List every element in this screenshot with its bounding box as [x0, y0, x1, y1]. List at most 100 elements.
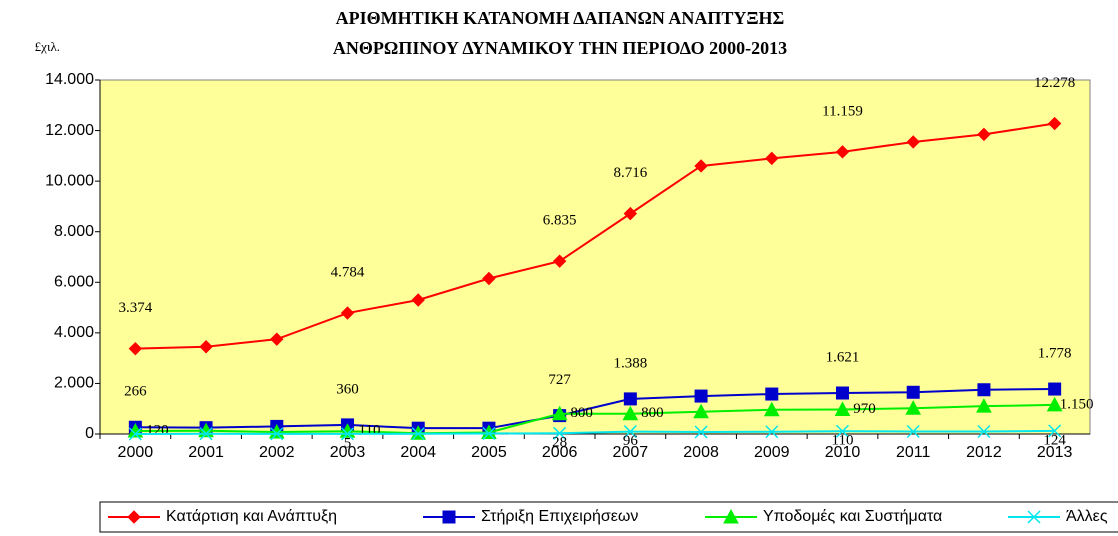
- marker: [1047, 116, 1062, 131]
- x-tick-label: 2002: [259, 444, 295, 461]
- data-label: 727: [548, 372, 571, 388]
- marker: [906, 385, 920, 399]
- data-label: 28: [552, 435, 567, 451]
- marker: [763, 401, 780, 417]
- marker: [623, 392, 637, 406]
- x-tick-label: 2008: [683, 444, 719, 461]
- y-tick-label: 12.000: [45, 122, 94, 139]
- marker: [442, 510, 456, 524]
- y-tick-label: 10.000: [45, 172, 94, 189]
- marker: [834, 401, 851, 416]
- marker: [481, 424, 497, 439]
- marker: [622, 405, 639, 421]
- y-axis-label: £χιλ.: [35, 39, 60, 54]
- y-tick-label: 0: [85, 425, 94, 442]
- legend-label: Κατάρτιση και Ανάπτυξη: [166, 508, 337, 525]
- marker: [693, 403, 709, 419]
- marker: [270, 427, 284, 441]
- data-label: 970: [853, 401, 876, 417]
- legend-label: Άλλες: [1066, 508, 1108, 525]
- marker: [623, 425, 637, 439]
- data-label: 800: [641, 405, 664, 421]
- data-label: 266: [124, 384, 147, 400]
- chart-subtitle: ΑΝΘΡΩΠΙΝΟΥ ΔΥΝΑΜΙΚΟΥ ΤΗΝ ΠΕΡΙΟΔΟ 2000-20…: [333, 38, 787, 58]
- data-label: 1.621: [826, 349, 860, 365]
- marker: [553, 426, 567, 440]
- x-tick-label: 2006: [542, 444, 578, 461]
- x-tick-label: 2003: [330, 444, 366, 461]
- series-line: [135, 388, 1055, 430]
- data-label: 11.159: [822, 103, 863, 119]
- marker: [623, 206, 638, 221]
- marker: [552, 254, 567, 268]
- x-tick-label: 2011: [896, 444, 931, 461]
- marker: [835, 145, 850, 159]
- data-label: 3.374: [118, 300, 152, 316]
- data-label: 124: [1043, 432, 1066, 448]
- y-tick-label: 8.000: [54, 223, 94, 240]
- marker: [411, 427, 425, 441]
- marker: [905, 400, 922, 415]
- marker: [906, 424, 920, 439]
- data-label: 96: [623, 433, 639, 449]
- y-tick-label: 2.000: [54, 375, 94, 392]
- x-tick-label: 2007: [613, 444, 649, 461]
- marker: [340, 306, 355, 320]
- marker: [977, 424, 991, 439]
- marker: [1048, 382, 1062, 396]
- x-tick-label: 2005: [471, 444, 507, 461]
- marker: [199, 427, 213, 441]
- series-line: [135, 403, 1055, 435]
- marker: [977, 383, 991, 397]
- plot-area: [99, 79, 1091, 435]
- marker: [199, 340, 213, 354]
- x-tick-label: 2009: [754, 444, 790, 461]
- marker: [411, 293, 425, 307]
- data-label: 1.388: [613, 355, 647, 371]
- marker: [128, 341, 143, 356]
- y-tick-label: 6.000: [54, 274, 94, 291]
- marker: [906, 135, 920, 149]
- y-tick-label: 4.000: [54, 324, 94, 341]
- legend-label: Υποδομές και Συστήματα: [763, 508, 942, 525]
- marker: [723, 508, 739, 524]
- data-label: 4.784: [331, 264, 365, 280]
- legend-label: Στήριξη Επιχειρήσεων: [481, 508, 638, 525]
- data-label: 110: [832, 433, 854, 449]
- marker: [127, 510, 141, 524]
- marker: [1027, 510, 1041, 524]
- marker: [1048, 424, 1062, 438]
- series-line: [135, 122, 1055, 350]
- marker: [976, 398, 992, 413]
- data-label: 360: [336, 381, 359, 397]
- data-label: 6.835: [543, 213, 577, 229]
- y-tick-label: 14.000: [45, 71, 94, 88]
- data-label: 1.150: [1060, 396, 1094, 412]
- marker: [765, 151, 779, 166]
- marker: [482, 271, 496, 286]
- data-label: 120: [146, 422, 169, 438]
- data-label: 110: [359, 423, 381, 439]
- x-tick-label: 2012: [966, 444, 1002, 461]
- marker: [694, 389, 708, 403]
- x-tick-label: 2001: [188, 444, 224, 461]
- marker: [977, 127, 991, 142]
- marker: [835, 424, 850, 438]
- marker: [694, 159, 708, 173]
- x-tick-label: 2000: [118, 444, 154, 461]
- marker: [128, 427, 142, 441]
- chart-title: ΑΡΙΘΜΗΤΙΚΗ ΚΑΤΑΝΟΜΗ ΔΑΠΑΝΩΝ ΑΝΑΠΤΥΞΗΣ: [336, 8, 785, 28]
- marker: [836, 386, 849, 400]
- data-label: 5: [344, 435, 352, 451]
- data-label: 8.716: [613, 165, 647, 181]
- x-tick-label: 2013: [1037, 444, 1073, 461]
- marker: [551, 405, 568, 421]
- data-label: 1.778: [1038, 345, 1072, 361]
- marker: [694, 425, 708, 439]
- data-label: 800: [570, 405, 593, 421]
- series-line: [135, 429, 1055, 435]
- x-tick-label: 2010: [825, 444, 861, 461]
- marker: [270, 332, 284, 346]
